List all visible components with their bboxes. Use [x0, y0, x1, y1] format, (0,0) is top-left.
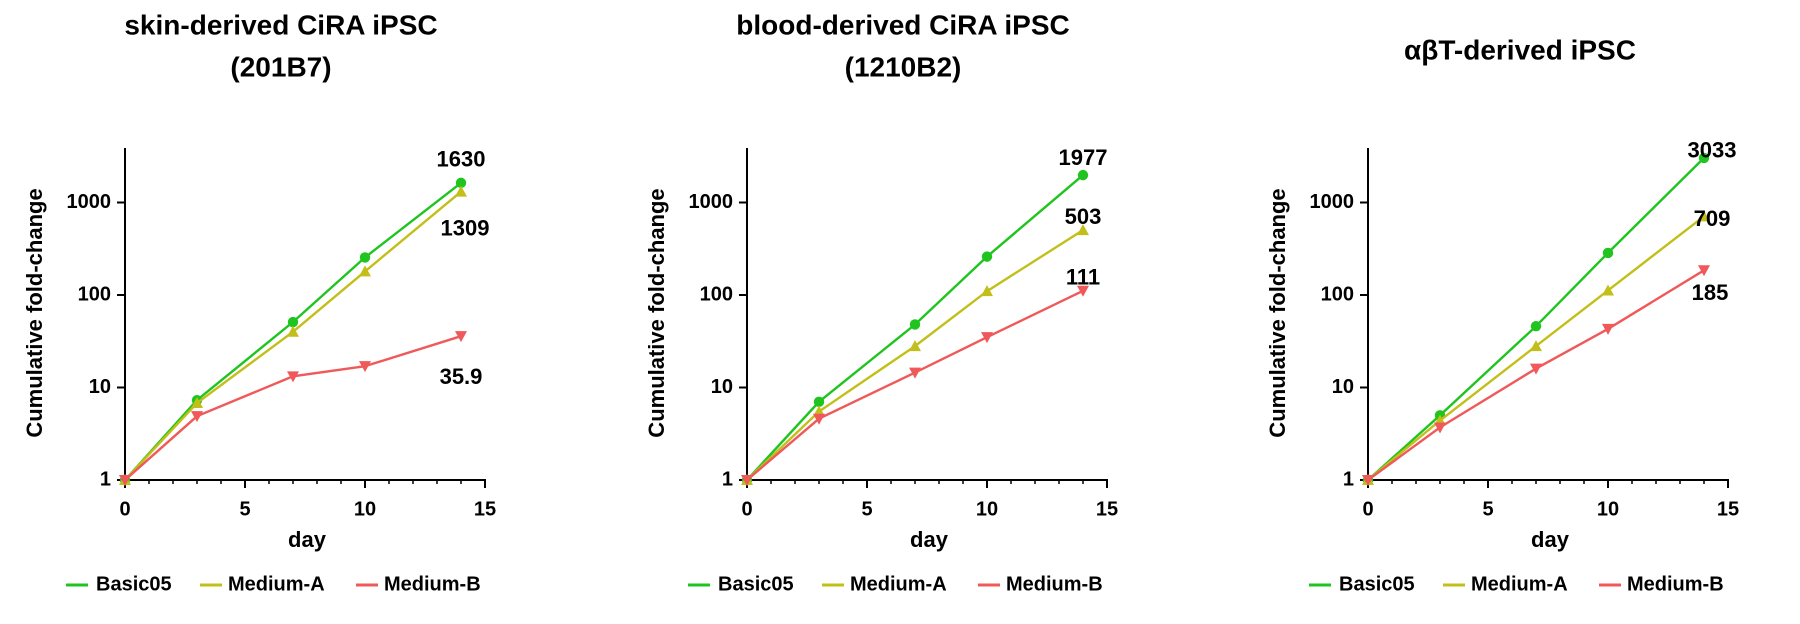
- end-value-label: 3033: [1688, 138, 1737, 163]
- x-tick-label: 5: [239, 498, 250, 520]
- data-point: [287, 325, 299, 337]
- legend-item-label: Basic05: [96, 573, 172, 595]
- legend-item-label: Basic05: [718, 573, 794, 595]
- x-axis-title: day: [288, 527, 327, 552]
- data-point: [741, 475, 753, 486]
- data-point: [1602, 247, 1614, 259]
- series-line-medium-b: [1367, 269, 1705, 481]
- series-line-medium-b: [124, 335, 462, 481]
- data-point: [1362, 475, 1374, 486]
- end-value-label: 1630: [437, 147, 486, 172]
- x-tick-label: 0: [1362, 498, 1373, 520]
- chart-panel-1: skin-derived CiRA iPSC (201B7) 1 10 100 1000 0…: [22, 9, 496, 595]
- data-point: [455, 331, 467, 343]
- chart-title-line-1: blood-derived CiRA iPSC: [736, 9, 1069, 40]
- data-point: [359, 252, 371, 263]
- series-line-medium-a: [746, 229, 1084, 481]
- x-tick-label: 10: [1597, 498, 1619, 520]
- data-point: [813, 396, 825, 408]
- x-tick-label: 5: [1482, 498, 1493, 520]
- y-tick-label: 1: [1343, 468, 1354, 490]
- data-point: [287, 316, 299, 328]
- x-tick-label: 15: [474, 498, 496, 520]
- data-point: [287, 371, 299, 383]
- end-value-label: 709: [1694, 206, 1731, 231]
- y-axis-title: Cumulative fold-change: [644, 188, 669, 437]
- y-tick-label: 10: [1332, 376, 1354, 398]
- x-tick-label: 5: [861, 498, 872, 520]
- end-value-label: 35.9: [440, 364, 483, 389]
- y-axis-title: Cumulative fold-change: [22, 188, 47, 437]
- data-point: [119, 475, 131, 486]
- data-point: [1530, 320, 1542, 332]
- data-point: [909, 319, 921, 330]
- data-point: [1698, 265, 1710, 277]
- data-point: [1602, 323, 1614, 335]
- end-value-label: 111: [1066, 265, 1100, 290]
- x-axis-title: day: [910, 527, 949, 552]
- y-tick-label: 100: [1321, 283, 1354, 305]
- series-line-medium-b: [746, 289, 1084, 481]
- x-tick-label: 10: [354, 498, 376, 520]
- legend-item-label: Medium-A: [850, 573, 947, 595]
- chart-panel-2: blood-derived CiRA iPSC(1210B2)110100100…: [644, 9, 1118, 595]
- y-tick-label: 10: [89, 376, 111, 398]
- data-point: [813, 413, 825, 425]
- chart-title-line-1: αβT-derived iPSC: [1404, 34, 1636, 65]
- x-axis-title: day: [1531, 527, 1570, 552]
- chart-panel-3: αβT-derived iPSC 1 10 100 1000 0 5 10 15 day Cumul…: [1265, 34, 1739, 595]
- y-tick-label: 1000: [689, 191, 734, 213]
- x-tick-label: 10: [976, 498, 998, 520]
- y-tick-label: 100: [78, 283, 111, 305]
- data-point: [1602, 284, 1614, 296]
- data-point: [909, 340, 921, 352]
- y-tick-label: 1: [100, 468, 111, 490]
- data-point: [1698, 210, 1710, 222]
- x-tick-label: 15: [1096, 498, 1118, 520]
- chart-title-line-1: skin-derived CiRA iPSC: [124, 9, 437, 40]
- legend-item-label: Medium-A: [1471, 573, 1568, 595]
- data-point: [191, 396, 203, 408]
- data-point: [981, 285, 993, 297]
- legend-item-label: Medium-B: [1006, 573, 1103, 595]
- y-tick-label: 1000: [1310, 191, 1355, 213]
- data-point: [981, 332, 993, 344]
- chart-title-line-2: (201B7): [230, 51, 331, 82]
- legend-item-label: Basic05: [1339, 573, 1415, 595]
- data-point: [191, 411, 203, 423]
- end-value-label: 1977: [1059, 145, 1108, 170]
- x-tick-label: 0: [741, 498, 752, 520]
- y-tick-label: 10: [711, 376, 733, 398]
- data-point: [359, 361, 371, 373]
- y-tick-label: 1: [722, 468, 733, 490]
- data-point: [1698, 152, 1710, 164]
- y-tick-label: 100: [700, 283, 733, 305]
- data-point: [1077, 224, 1089, 236]
- end-value-label: 503: [1065, 204, 1102, 229]
- end-value-label: 185: [1692, 280, 1729, 305]
- legend-item-label: Medium-A: [228, 573, 325, 595]
- data-point: [455, 177, 467, 189]
- data-point: [359, 265, 371, 277]
- legend-item-label: Medium-B: [384, 573, 481, 595]
- data-point: [1530, 363, 1542, 375]
- data-point: [909, 367, 921, 379]
- data-point: [1077, 169, 1089, 181]
- data-point: [981, 251, 993, 262]
- end-value-label: 1309: [441, 215, 490, 240]
- data-point: [455, 185, 467, 197]
- y-tick-label: 1000: [67, 191, 112, 213]
- data-point: [1434, 422, 1446, 434]
- y-axis-title: Cumulative fold-change: [1265, 188, 1290, 437]
- x-tick-label: 0: [119, 498, 130, 520]
- data-point: [1077, 285, 1089, 297]
- chart-title-line-2: (1210B2): [845, 51, 962, 82]
- legend-item-label: Medium-B: [1627, 573, 1724, 595]
- series-line-basic05: [1367, 157, 1705, 481]
- data-point: [1530, 340, 1542, 352]
- x-tick-label: 15: [1717, 498, 1739, 520]
